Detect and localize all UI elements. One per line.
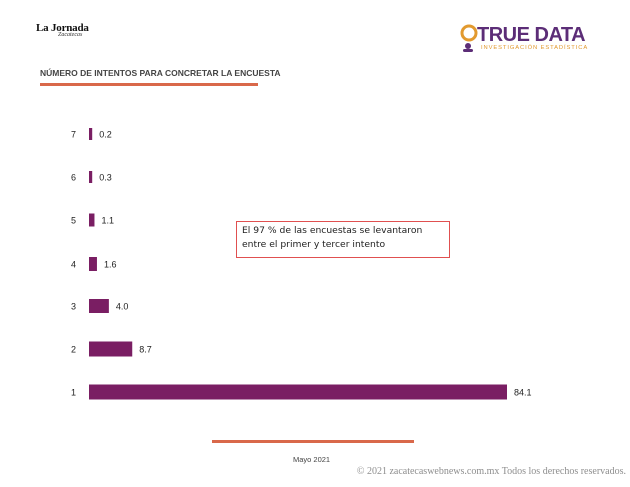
annotation-callout: El 97 % de las encuestas se levantaron e… — [236, 221, 450, 258]
y-tick-label: 3 — [71, 302, 76, 312]
la-jornada-logo-subtext: Zacatecas — [58, 32, 83, 38]
la-jornada-logo-text: La Jornada — [36, 22, 89, 34]
y-tick-label: 4 — [71, 260, 76, 270]
y-tick-label: 2 — [71, 345, 76, 355]
value-label: 4.0 — [116, 302, 129, 312]
value-label: 1.1 — [101, 216, 114, 226]
bar — [89, 213, 95, 227]
true-data-logo-name: TRUE DATA — [477, 24, 586, 46]
value-label: 0.2 — [99, 130, 112, 140]
value-label: 84.1 — [514, 388, 532, 398]
bar — [89, 341, 133, 357]
bar — [89, 384, 507, 400]
title-divider — [40, 83, 258, 86]
value-label: 1.6 — [104, 260, 117, 270]
la-jornada-logo: La Jornada Zacatecas — [36, 22, 89, 38]
true-data-logo: TRUE DATA INVESTIGACIÓN ESTADÍSTICA — [460, 24, 600, 58]
value-label: 8.7 — [139, 345, 152, 355]
bar — [89, 299, 109, 313]
true-data-mark-icon — [460, 24, 478, 52]
bar — [89, 171, 93, 183]
bar — [89, 128, 93, 140]
true-data-logo-tagline: INVESTIGACIÓN ESTADÍSTICA — [481, 45, 589, 51]
y-tick-label: 5 — [71, 216, 76, 226]
y-tick-label: 6 — [71, 173, 76, 183]
bar — [89, 257, 97, 271]
y-tick-label: 1 — [71, 388, 76, 398]
footer-divider — [212, 440, 414, 443]
copyright-notice: © 2021 zacatecaswebnews.com.mx Todos los… — [356, 466, 626, 477]
survey-date: Mayo 2021 — [293, 455, 331, 464]
value-label: 0.3 — [99, 173, 112, 183]
chart-title: NÚMERO DE INTENTOS PARA CONCRETAR LA ENC… — [40, 68, 281, 78]
y-tick-label: 7 — [71, 130, 76, 140]
